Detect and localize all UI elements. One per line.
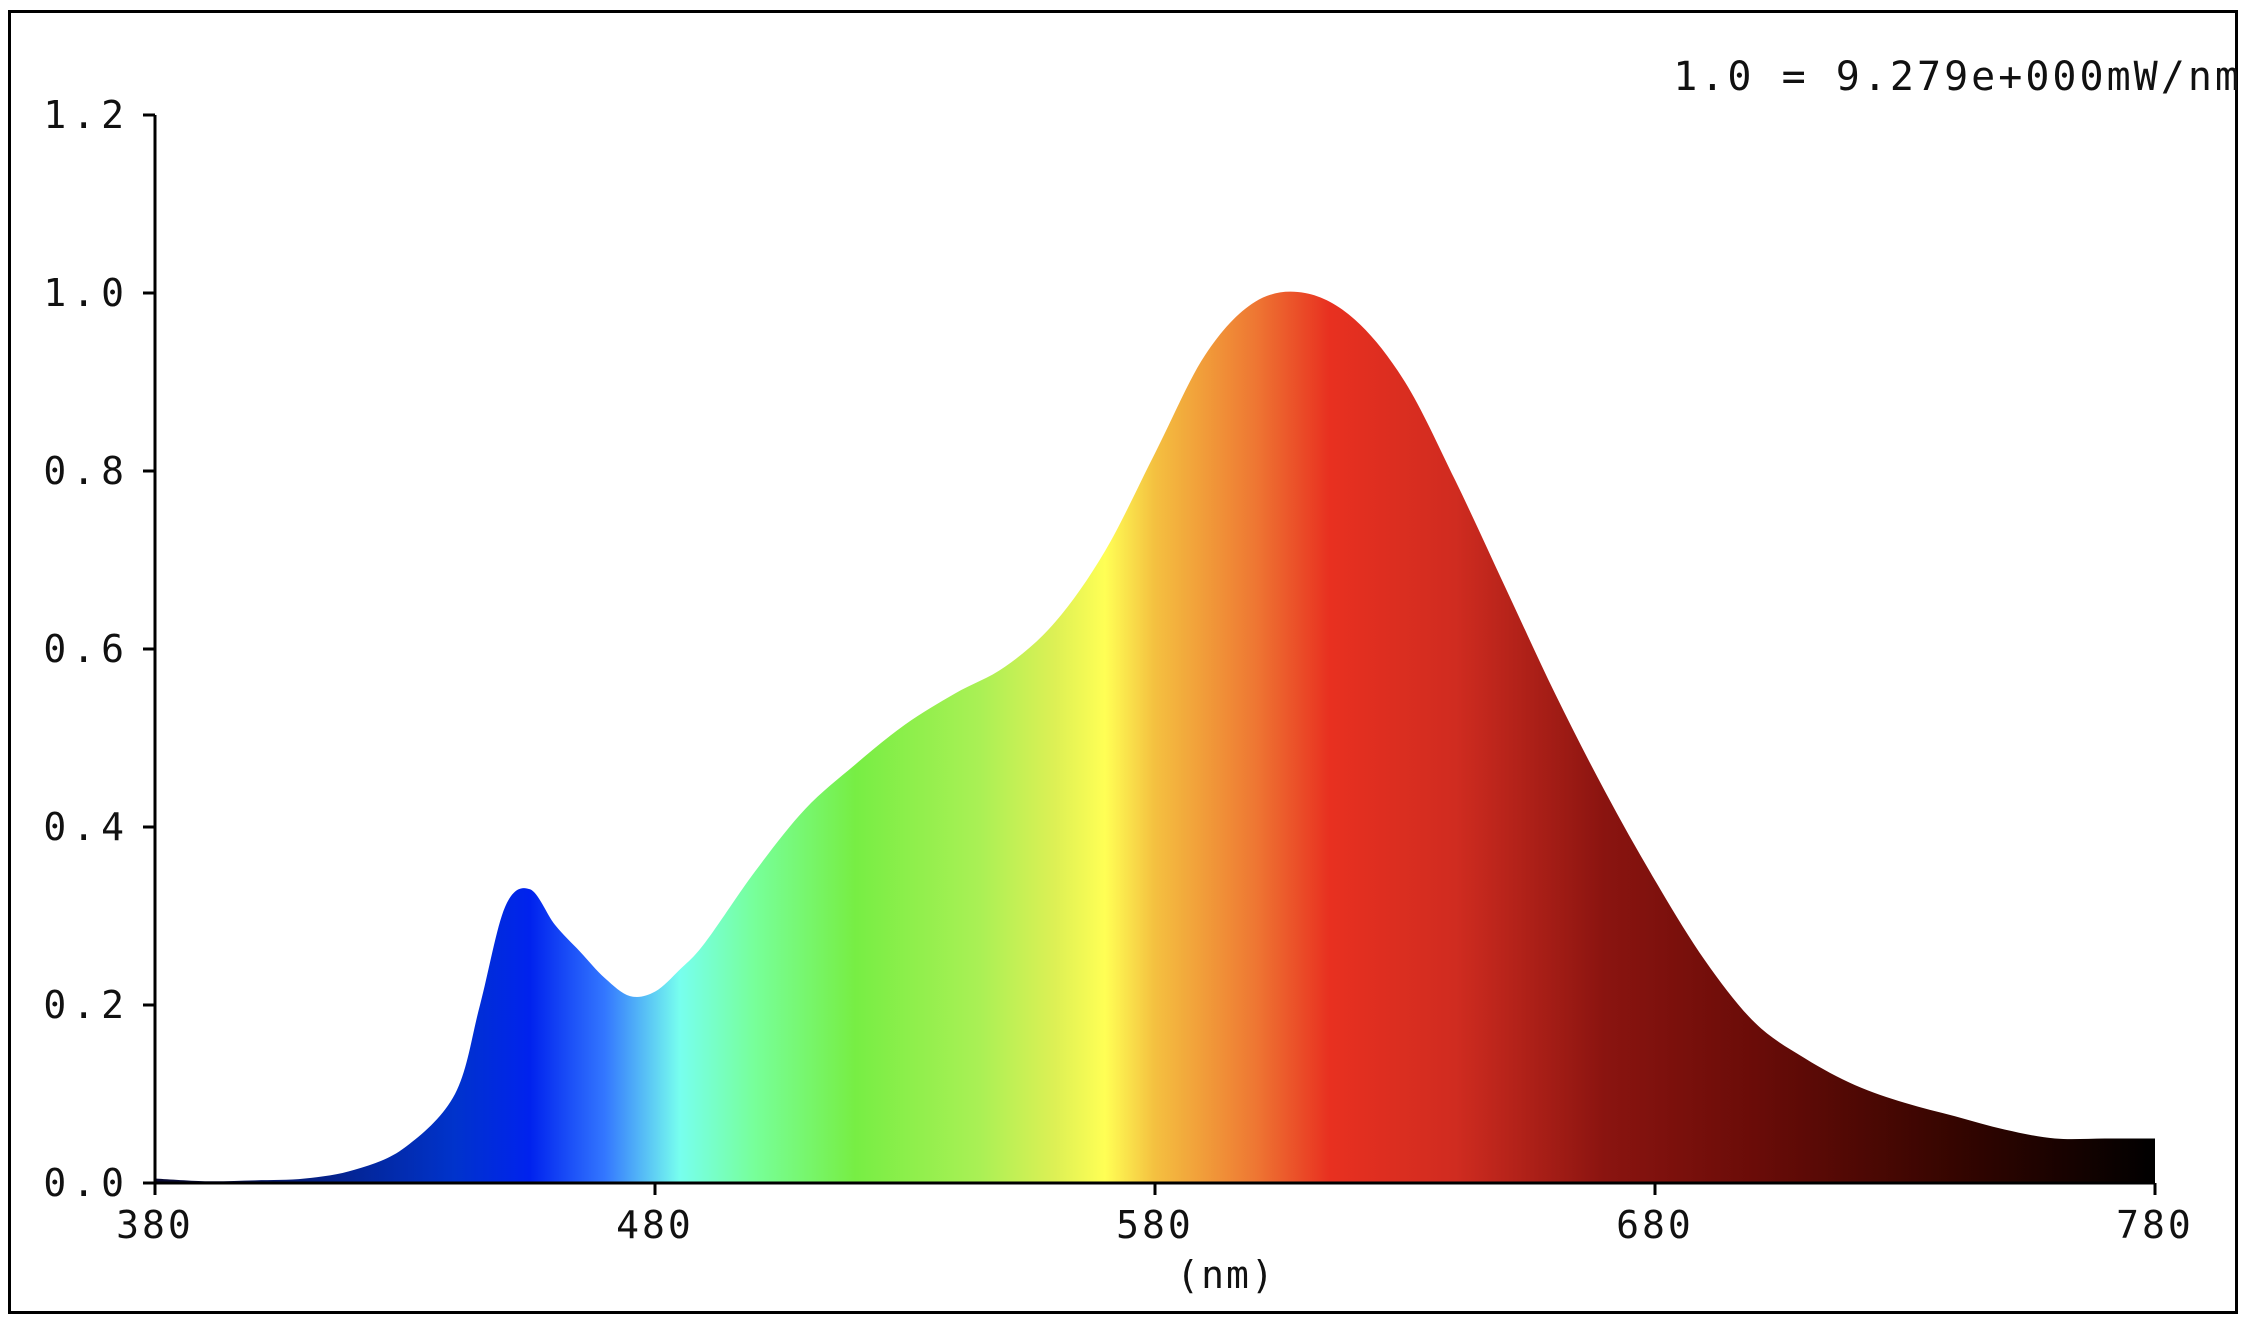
y-tick-label: 1.2 <box>43 93 130 137</box>
x-tick-label: 580 <box>1116 1203 1194 1247</box>
x-tick-label: 780 <box>2116 1203 2194 1247</box>
x-tick-label: 480 <box>616 1203 694 1247</box>
y-tick-label: 0.8 <box>43 449 130 493</box>
chart-frame <box>8 10 2238 1314</box>
y-tick-label: 0.2 <box>43 983 130 1027</box>
y-tick-label: 0.4 <box>43 805 130 849</box>
x-axis-label: (nm) <box>1176 1253 1276 1297</box>
scale-annotation: 1.0 = 9.279e+000mW/nm <box>1673 54 2242 100</box>
y-tick-label: 1.0 <box>43 271 130 315</box>
y-tick-label: 0.6 <box>43 627 130 671</box>
x-tick-label: 380 <box>116 1203 194 1247</box>
spectrum-area <box>155 291 2155 1183</box>
y-tick-label: 0.0 <box>43 1161 130 1205</box>
x-tick-label: 680 <box>1616 1203 1694 1247</box>
